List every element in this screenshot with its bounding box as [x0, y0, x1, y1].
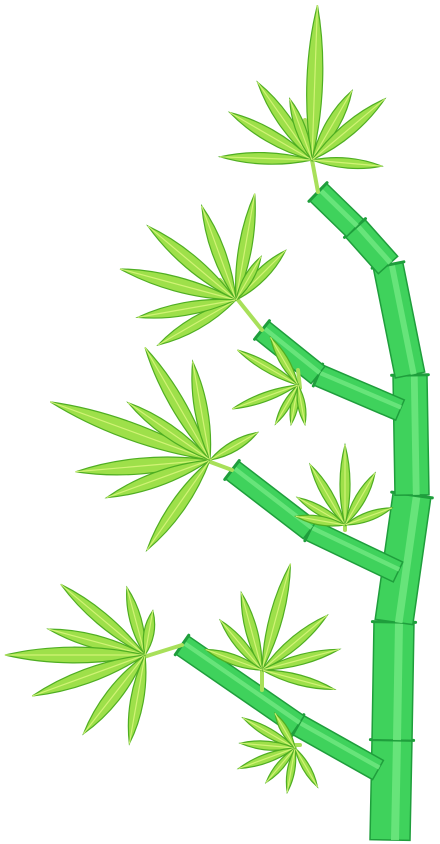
leaf-vein [126, 587, 146, 656]
leaf-vein [220, 156, 313, 161]
leaf-vein [235, 193, 256, 301]
leaf-vein [146, 459, 211, 551]
leaf-vein [344, 472, 376, 526]
leaf-vein [344, 507, 393, 526]
leaf-vein [261, 669, 335, 690]
leaf-vein [209, 431, 258, 461]
leaf-vein [311, 5, 319, 161]
leaf-vein [289, 98, 313, 161]
leaf-vein [229, 111, 313, 161]
leaf-vein [205, 648, 263, 671]
leaf-vein [261, 614, 328, 671]
leaf-vein [261, 648, 340, 671]
leaf-vein [240, 742, 296, 749]
leaf-vein [295, 515, 346, 526]
leaf-vein [106, 459, 211, 499]
leaf-vein [311, 98, 386, 161]
leaf-vein [147, 225, 237, 301]
leaf-vein [269, 337, 299, 386]
stalk-segment [370, 620, 418, 742]
leaf-vein [48, 628, 146, 656]
twig-small-upper [296, 368, 302, 390]
leaf-vein [75, 459, 211, 473]
leaf-vein [311, 90, 353, 161]
leaf-vein [294, 747, 319, 788]
leaf-vein [60, 583, 146, 656]
leaf-vein [192, 361, 211, 461]
bamboo-stalk [307, 181, 434, 842]
leaf-vein [144, 610, 154, 656]
leaf-vein [297, 384, 306, 425]
branch-segment [303, 517, 404, 583]
leaf-vein [201, 205, 237, 301]
leaf-vein [157, 299, 237, 346]
leaf-vein [286, 747, 296, 793]
branch-segment [311, 362, 406, 422]
leaf-vein [144, 347, 211, 461]
leaf-vein [274, 713, 296, 749]
leaf-vein [238, 747, 296, 770]
leaf-vein [235, 256, 262, 301]
stalk-segment [307, 181, 365, 238]
leaf-vein [311, 159, 382, 167]
leaf-vein [265, 747, 296, 783]
leaf-vein [50, 401, 211, 461]
leaf-vein [309, 464, 346, 526]
leaf-vein [119, 268, 237, 301]
stalk-segment [374, 490, 434, 626]
leaf-vein [137, 299, 237, 318]
leaf-vein [127, 402, 211, 461]
leaf-vein [242, 717, 296, 749]
stalk-segment [368, 738, 416, 842]
leaf-vein [240, 592, 263, 671]
leaf-vein [274, 384, 299, 425]
stalk-segment [370, 260, 426, 379]
leaf-vein [128, 654, 146, 744]
leaf-vein [237, 349, 299, 386]
bamboo-leaves [4, 4, 394, 795]
leaf-vein [297, 496, 346, 526]
stalk-segment [390, 373, 430, 497]
leaf-vein [232, 384, 299, 410]
leaf-vein [219, 619, 263, 671]
leaf-vein [82, 654, 146, 735]
leaf-vein [32, 654, 146, 697]
branch-segment [223, 459, 318, 540]
leaf-vein [261, 563, 292, 671]
